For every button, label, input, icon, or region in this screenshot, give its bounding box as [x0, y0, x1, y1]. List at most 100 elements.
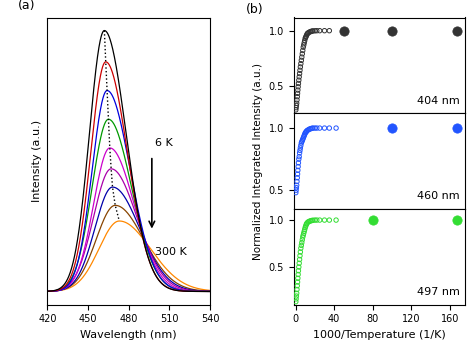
Point: [302, 129, 310, 135]
Point: [301, 133, 308, 138]
Point: [303, 128, 311, 133]
Point: [388, 125, 396, 131]
Point: [293, 287, 301, 292]
Y-axis label: Normalized Integrated Intensity (a.u.): Normalized Integrated Intensity (a.u.): [253, 63, 263, 259]
Point: [293, 290, 301, 296]
Point: [303, 220, 311, 226]
Point: [295, 160, 302, 166]
Point: [304, 219, 312, 225]
Point: [369, 217, 376, 223]
Point: [294, 275, 301, 281]
Point: [326, 217, 333, 223]
Point: [295, 156, 302, 162]
Point: [332, 125, 340, 131]
Text: 404 nm: 404 nm: [417, 96, 459, 105]
Point: [316, 28, 323, 34]
Point: [298, 140, 305, 146]
Point: [294, 91, 301, 96]
Point: [292, 187, 300, 193]
Point: [321, 217, 328, 223]
Point: [311, 28, 319, 34]
Point: [305, 126, 313, 132]
Point: [296, 150, 303, 156]
Point: [292, 107, 300, 113]
Point: [301, 38, 309, 43]
Point: [388, 28, 396, 34]
Point: [304, 31, 311, 36]
Point: [321, 125, 328, 131]
Point: [299, 237, 306, 243]
Point: [296, 253, 304, 259]
Point: [294, 164, 302, 169]
Point: [321, 28, 328, 34]
Point: [301, 227, 309, 232]
Point: [300, 232, 307, 238]
Point: [300, 42, 308, 48]
Point: [302, 35, 310, 40]
Point: [300, 135, 307, 141]
Point: [301, 132, 309, 137]
Text: 6 K: 6 K: [155, 138, 173, 148]
Text: (a): (a): [18, 0, 36, 12]
Point: [303, 221, 310, 227]
Point: [313, 217, 320, 223]
Point: [296, 148, 304, 153]
Point: [298, 139, 306, 145]
Point: [293, 182, 301, 188]
Point: [301, 225, 309, 230]
Point: [293, 175, 301, 181]
Point: [306, 29, 314, 35]
Point: [294, 272, 302, 277]
Point: [299, 234, 307, 240]
Point: [294, 168, 301, 173]
Point: [309, 28, 317, 34]
Text: 497 nm: 497 nm: [417, 287, 459, 297]
Point: [297, 143, 305, 148]
Point: [296, 68, 304, 73]
Point: [303, 32, 310, 38]
Point: [294, 84, 302, 90]
Point: [309, 217, 317, 223]
Point: [299, 136, 307, 142]
Point: [299, 51, 306, 57]
Point: [299, 48, 307, 53]
Point: [297, 245, 305, 251]
Point: [300, 230, 308, 236]
Point: [302, 223, 310, 229]
Point: [297, 249, 304, 255]
Point: [295, 260, 303, 266]
Point: [295, 264, 302, 270]
Point: [296, 71, 303, 76]
Point: [302, 222, 310, 228]
Point: [316, 125, 323, 131]
Point: [293, 94, 301, 99]
Point: [302, 130, 310, 135]
Point: [294, 87, 301, 93]
Point: [309, 125, 317, 131]
Point: [311, 217, 319, 223]
Point: [316, 217, 323, 223]
Point: [297, 61, 305, 66]
Point: [313, 28, 320, 34]
Point: [298, 240, 306, 245]
Point: [300, 134, 308, 140]
Point: [299, 138, 306, 143]
Point: [300, 44, 307, 50]
Point: [294, 279, 301, 285]
Text: 300 K: 300 K: [155, 247, 186, 257]
Point: [308, 28, 316, 34]
Point: [292, 190, 300, 196]
Point: [340, 28, 347, 34]
Point: [302, 33, 310, 39]
Point: [292, 103, 300, 108]
Point: [295, 77, 302, 83]
Point: [304, 127, 312, 133]
Point: [293, 283, 301, 288]
Point: [308, 218, 316, 223]
Point: [326, 125, 333, 131]
Point: [307, 29, 315, 34]
Point: [307, 218, 315, 224]
Point: [292, 299, 300, 304]
Point: [305, 29, 313, 35]
Point: [311, 125, 319, 131]
